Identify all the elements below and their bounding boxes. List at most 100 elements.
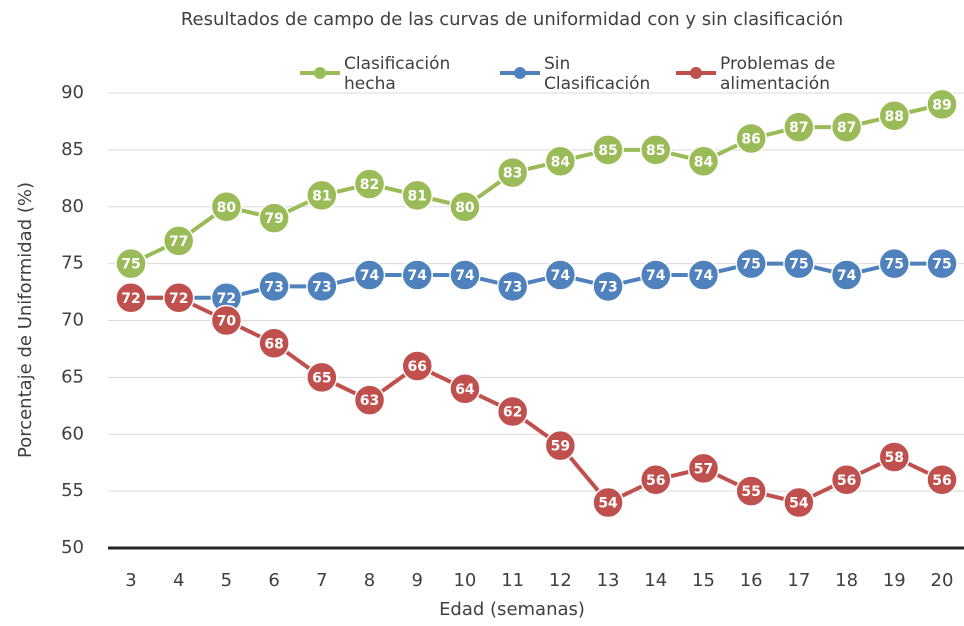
point [353,168,386,200]
point [401,350,433,382]
point [878,247,911,280]
y-tick-label: 80 [61,196,84,217]
data-label: 72 [121,291,140,307]
data-label: 86 [741,132,760,148]
x-tick-label: 11 [501,570,524,591]
x-tick-label: 17 [787,570,810,591]
y-tick-label: 70 [61,310,84,331]
data-label: 74 [837,268,857,284]
point [687,452,720,485]
point [926,88,958,121]
data-label: 73 [264,279,283,295]
series-line [131,295,943,505]
data-label: 75 [741,257,760,273]
data-label: 57 [694,461,713,477]
point [210,304,243,337]
point [783,486,815,519]
data-label: 63 [360,393,379,409]
x-axis-title: Edad (semanas) [439,599,585,620]
point [783,111,815,143]
point [735,247,767,280]
data-label: 75 [885,257,904,273]
x-tick-label: 14 [644,570,667,591]
data-label: 83 [503,166,522,182]
point [687,145,720,177]
data-label: 84 [694,154,714,170]
x-tick-label: 4 [173,570,184,591]
x-tick-label: 18 [835,570,858,591]
data-label: 59 [551,439,570,455]
y-tick-label: 75 [61,253,84,274]
point [640,259,672,291]
point [449,373,481,405]
point [544,145,577,177]
point [401,259,433,291]
point [306,179,338,212]
data-label: 87 [837,120,856,136]
point [830,111,863,143]
x-tick-label: 13 [597,570,620,591]
data-label: 74 [694,268,714,284]
point [306,270,338,303]
data-label: 74 [551,268,571,284]
data-label: 75 [789,257,808,273]
y-tick-label: 65 [61,366,84,387]
point [449,191,481,223]
legend-label: Sin Clasificación [544,54,651,94]
point [496,156,529,189]
data-label: 58 [885,450,904,466]
point [353,384,386,416]
y-axis-title: Porcentaje de Uniformidad (%) [15,182,36,458]
point [878,441,911,473]
x-tick-label: 9 [412,570,423,591]
point [640,134,672,166]
point [544,259,577,291]
data-label: 87 [789,120,808,136]
point [258,270,290,303]
data-label: 73 [312,279,331,295]
data-label: 66 [407,359,426,375]
point [258,327,290,359]
point [735,122,767,155]
point [735,475,767,507]
legend-label: Clasificación hecha [344,54,451,94]
data-label: 56 [932,473,951,489]
data-label: 73 [598,279,617,295]
point [115,247,147,280]
point [592,486,624,519]
data-label: 75 [932,257,951,273]
data-label: 77 [169,234,188,250]
point [830,464,863,496]
chart-title: Resultados de campo de las curvas de uni… [181,9,843,30]
y-tick-label: 55 [61,480,84,501]
point [306,361,338,394]
point [687,259,720,291]
data-label: 54 [598,496,618,512]
point [115,282,147,314]
series-line [130,102,943,266]
data-label: 74 [360,268,380,284]
data-label: 75 [121,257,140,273]
point [496,395,529,428]
x-tick-label: 5 [221,570,232,591]
data-label: 62 [503,405,522,421]
point [353,259,386,291]
data-label: 74 [646,268,666,284]
data-label: 85 [646,143,665,159]
data-label: 81 [312,188,331,204]
data-label: 70 [217,314,237,330]
point [830,259,863,291]
point [926,464,958,496]
point [878,100,911,132]
x-tick-label: 19 [883,570,906,591]
point [162,282,195,314]
x-tick-label: 16 [740,570,763,591]
data-label: 74 [455,268,475,284]
data-label: 56 [646,473,665,489]
data-label: 74 [407,268,427,284]
data-label: 72 [169,291,188,307]
legend-marker [514,67,526,79]
y-tick-label: 60 [61,423,84,444]
point [258,202,290,234]
data-label: 80 [217,200,237,216]
